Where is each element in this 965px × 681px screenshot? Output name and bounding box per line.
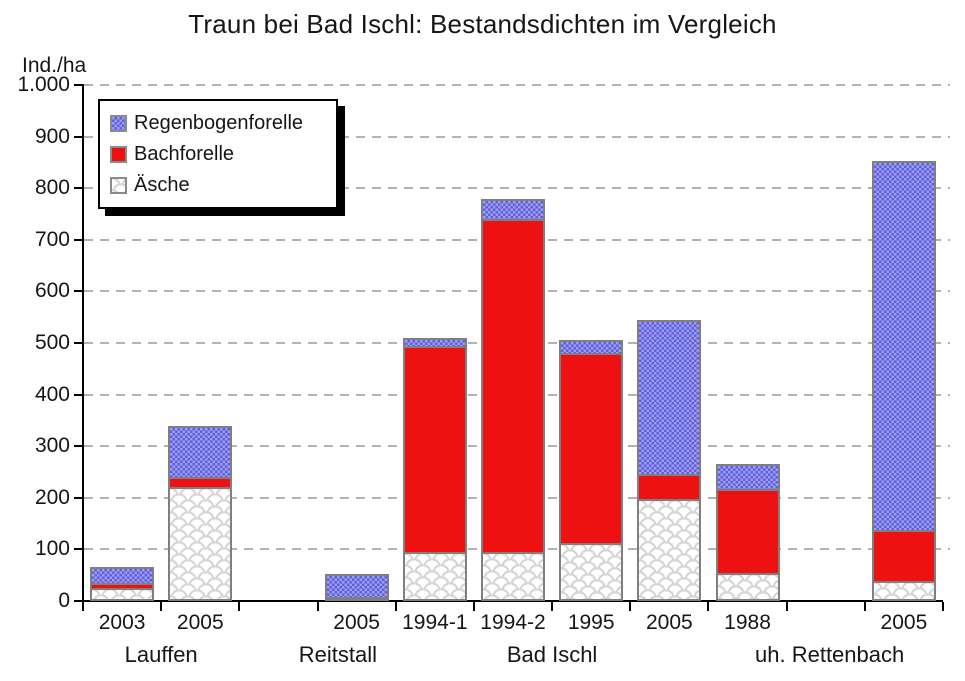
legend-label: Bachforelle [134, 143, 235, 165]
x-axis-group-label: Bad Ischl [506, 642, 598, 667]
legend: Regenbogenforelle Bachforelle Äsche [98, 99, 338, 209]
bar-segment [402, 345, 467, 554]
bar-segment [481, 551, 545, 601]
x-axis-category-label: 2003 [98, 611, 146, 634]
bar-segment [559, 340, 624, 356]
bar-segment [559, 353, 624, 546]
y-axis-tick [74, 445, 83, 448]
y-axis-tick-label: 0 [58, 589, 70, 612]
x-axis-tick [942, 602, 944, 611]
legend-swatch-aesche-icon [110, 177, 127, 194]
x-axis-tick [316, 602, 319, 611]
y-axis-unit-label: Ind./ha [22, 54, 87, 77]
bar-segment [90, 567, 155, 585]
bar-segment [324, 574, 389, 599]
legend-item-regenbogenforelle: Regenbogenforelle [110, 108, 326, 139]
gridline [84, 187, 950, 190]
y-axis-tick-label: 500 [34, 331, 70, 354]
gridline [84, 135, 950, 138]
bar-segment [637, 473, 702, 502]
y-axis-tick-label: 900 [34, 124, 70, 148]
y-axis-tick-label: 300 [34, 434, 70, 458]
legend-swatch-bachforelle-icon [110, 146, 127, 163]
bar-segment [481, 198, 545, 222]
bar-segment [481, 219, 545, 554]
x-axis-group-label: Lauffen [124, 642, 198, 667]
legend-swatch-regenbogenforelle-icon [110, 115, 127, 132]
y-axis-line [82, 84, 84, 602]
bar-segment [715, 488, 780, 575]
y-axis-tick-label: 800 [34, 176, 70, 200]
bar-segment [168, 487, 233, 601]
x-axis-category-label: 2005 [880, 611, 928, 634]
bar-segment [402, 337, 467, 348]
bar-segment [871, 581, 936, 601]
bar-segment [871, 529, 936, 584]
x-axis-category-label: 2005 [176, 611, 224, 634]
y-axis-tick-label: 400 [34, 382, 70, 406]
x-axis-tick [629, 602, 632, 611]
legend-item-bachforelle: Bachforelle [110, 139, 326, 170]
legend-label: Regenbogenforelle [134, 112, 304, 134]
gridline [84, 84, 950, 86]
x-axis-category-label: 1994-2 [480, 611, 546, 634]
x-axis-category-label: 2005 [333, 611, 380, 634]
y-axis-tick [74, 84, 83, 86]
y-axis-tick [74, 290, 83, 293]
bar-segment [637, 319, 702, 476]
x-axis-category-label: 1994-1 [402, 611, 468, 634]
y-axis-tick-label: 200 [34, 485, 70, 509]
x-axis-tick [238, 602, 241, 611]
x-axis-category-label: 2005 [646, 611, 693, 634]
y-axis-tick [74, 187, 83, 190]
bar-segment [637, 499, 702, 601]
x-axis-tick [472, 602, 475, 611]
y-axis-tick [74, 342, 83, 344]
y-axis-tick-label: 700 [34, 227, 70, 251]
bar-segment [168, 425, 233, 480]
x-axis-tick [785, 602, 788, 611]
x-axis-tick [707, 602, 710, 611]
x-axis-group-label: Reitstall [298, 642, 377, 667]
legend-item-aesche: Äsche [110, 170, 326, 201]
x-axis-line [82, 600, 943, 602]
y-axis-tick [74, 496, 83, 499]
x-axis-tick [863, 602, 866, 611]
bar-segment [715, 464, 780, 491]
x-axis-tick [160, 602, 163, 611]
x-axis-group-label: uh. Rettenbach [755, 642, 905, 667]
y-axis-tick-label: 100 [34, 537, 70, 561]
y-axis-tick [74, 600, 83, 602]
x-axis-tick [551, 602, 554, 611]
x-axis-tick [394, 602, 397, 611]
y-axis-tick [74, 238, 83, 241]
bar-segment [871, 161, 936, 532]
x-axis-category-label: 1995 [567, 611, 615, 634]
y-axis-tick [74, 548, 83, 551]
chart-title: Traun bei Bad Ischl: Bestandsdichten im … [188, 9, 777, 39]
bar-segment [402, 551, 467, 601]
y-axis-tick [74, 135, 83, 138]
x-axis-tick [82, 602, 84, 611]
bar-segment [715, 572, 780, 601]
x-axis-category-label: 1988 [724, 611, 771, 634]
y-axis-tick [74, 393, 83, 396]
y-axis-tick-label: 600 [34, 279, 70, 303]
y-axis-tick-label: 1.000 [17, 73, 70, 96]
legend-label: Äsche [134, 174, 190, 196]
bar-segment [559, 543, 624, 601]
